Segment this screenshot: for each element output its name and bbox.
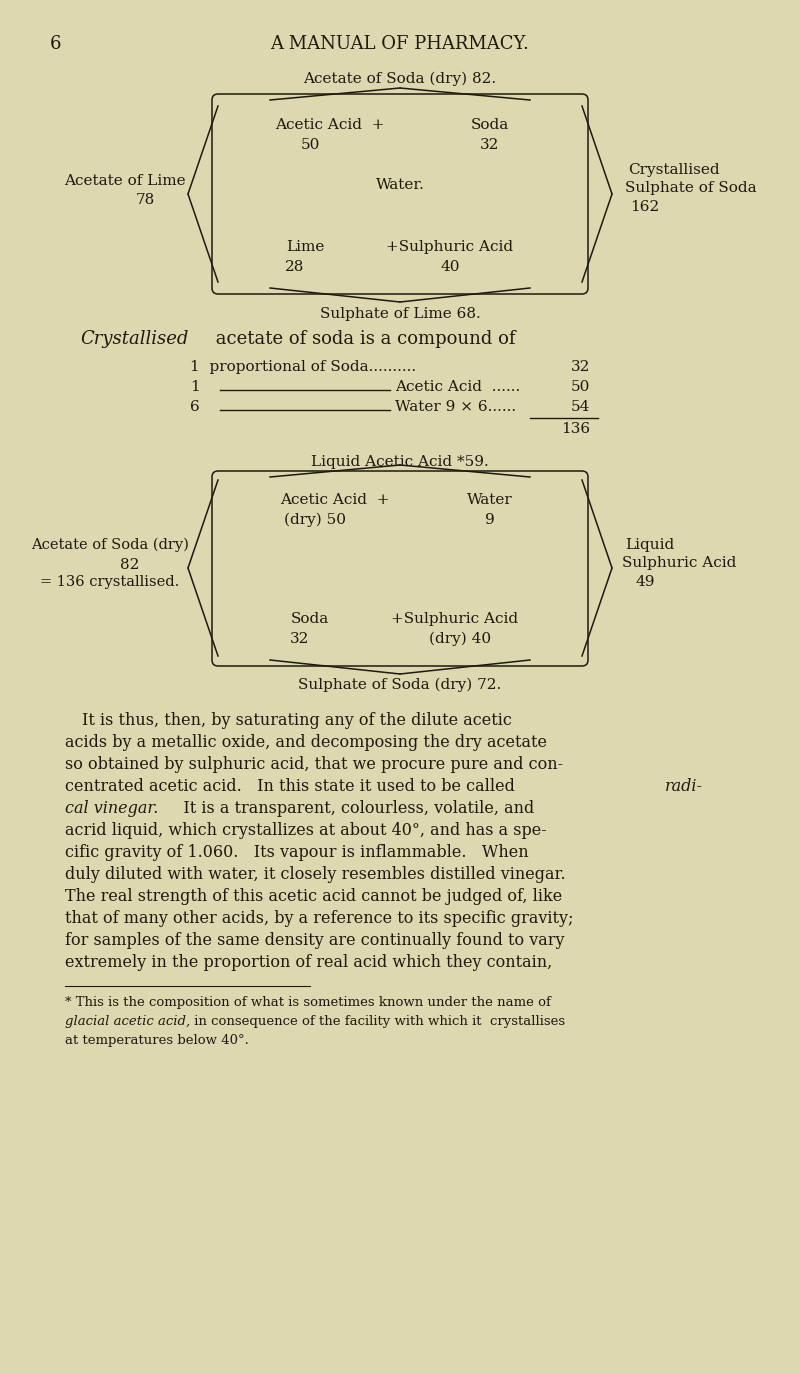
Text: Lime: Lime	[286, 240, 324, 254]
Text: 82: 82	[120, 558, 140, 572]
Text: 136: 136	[561, 422, 590, 436]
Text: glacial acetic acid,: glacial acetic acid,	[65, 1015, 190, 1028]
Text: * This is the composition of what is sometimes known under the name of: * This is the composition of what is som…	[65, 996, 551, 1009]
Text: that of many other acids, by a reference to its specific gravity;: that of many other acids, by a reference…	[65, 910, 574, 927]
Text: Acetic Acid  +: Acetic Acid +	[280, 493, 390, 507]
Text: 6: 6	[190, 400, 200, 414]
Text: Soda: Soda	[471, 118, 509, 132]
Text: +Sulphuric Acid: +Sulphuric Acid	[391, 611, 518, 627]
Text: radi-: radi-	[665, 778, 703, 796]
Text: Acetate of Soda (dry) 82.: Acetate of Soda (dry) 82.	[303, 71, 497, 87]
Text: Water.: Water.	[375, 179, 425, 192]
Text: 32: 32	[480, 137, 500, 153]
Text: 49: 49	[635, 574, 654, 589]
Text: 50: 50	[570, 381, 590, 394]
Text: at temperatures below 40°.: at temperatures below 40°.	[65, 1035, 249, 1047]
Text: Acetate of Lime: Acetate of Lime	[64, 174, 186, 188]
Text: Acetic Acid  ......: Acetic Acid ......	[395, 381, 520, 394]
Text: in consequence of the facility with which it  crystallises: in consequence of the facility with whic…	[190, 1015, 565, 1028]
Text: Water: Water	[467, 493, 513, 507]
Text: acetate of soda is a compound of: acetate of soda is a compound of	[210, 330, 515, 348]
Text: extremely in the proportion of real acid which they contain,: extremely in the proportion of real acid…	[65, 954, 552, 971]
Text: cific gravity of 1.060.   Its vapour is inflammable.   When: cific gravity of 1.060. Its vapour is in…	[65, 844, 529, 861]
Text: acids by a metallic oxide, and decomposing the dry acetate: acids by a metallic oxide, and decomposi…	[65, 734, 547, 752]
Text: Soda: Soda	[291, 611, 329, 627]
Text: Crystallised: Crystallised	[628, 164, 720, 177]
Text: 50: 50	[300, 137, 320, 153]
Text: (dry) 40: (dry) 40	[429, 632, 491, 646]
Text: It is a transparent, colourless, volatile, and: It is a transparent, colourless, volatil…	[168, 800, 534, 818]
Text: 32: 32	[290, 632, 310, 646]
Text: centrated acetic acid.   In this state it used to be called: centrated acetic acid. In this state it …	[65, 778, 520, 796]
Text: Sulphuric Acid: Sulphuric Acid	[622, 556, 736, 570]
Text: Acetic Acid  +: Acetic Acid +	[275, 118, 385, 132]
Text: Liquid Acetic Acid *59.: Liquid Acetic Acid *59.	[311, 455, 489, 469]
Text: Crystallised: Crystallised	[80, 330, 188, 348]
Text: +Sulphuric Acid: +Sulphuric Acid	[386, 240, 514, 254]
Text: Sulphate of Soda (dry) 72.: Sulphate of Soda (dry) 72.	[298, 677, 502, 692]
Text: Water 9 × 6......: Water 9 × 6......	[395, 400, 516, 414]
Text: duly diluted with water, it closely resembles distilled vinegar.: duly diluted with water, it closely rese…	[65, 866, 566, 883]
Text: cal vinegar.: cal vinegar.	[65, 800, 158, 818]
Text: = 136 crystallised.: = 136 crystallised.	[40, 574, 180, 589]
Text: 40: 40	[440, 260, 460, 273]
Text: Liquid: Liquid	[625, 539, 674, 552]
Text: 54: 54	[570, 400, 590, 414]
Text: 28: 28	[286, 260, 305, 273]
Text: (dry) 50: (dry) 50	[284, 513, 346, 528]
Text: for samples of the same density are continually found to vary: for samples of the same density are cont…	[65, 932, 565, 949]
Text: 78: 78	[135, 192, 154, 207]
Text: 162: 162	[630, 201, 660, 214]
Text: 32: 32	[570, 360, 590, 374]
Text: The real strength of this acetic acid cannot be judged of, like: The real strength of this acetic acid ca…	[65, 888, 562, 905]
Text: 9: 9	[485, 513, 495, 528]
Text: so obtained by sulphuric acid, that we procure pure and con-: so obtained by sulphuric acid, that we p…	[65, 756, 563, 774]
Text: Sulphate of Lime 68.: Sulphate of Lime 68.	[320, 306, 480, 322]
Text: A MANUAL OF PHARMACY.: A MANUAL OF PHARMACY.	[270, 34, 530, 54]
Text: It is thus, then, by saturating any of the dilute acetic: It is thus, then, by saturating any of t…	[82, 712, 512, 730]
Text: Sulphate of Soda: Sulphate of Soda	[625, 181, 757, 195]
Text: 1  proportional of Soda..........: 1 proportional of Soda..........	[190, 360, 416, 374]
Text: acrid liquid, which crystallizes at about 40°, and has a spe-: acrid liquid, which crystallizes at abou…	[65, 822, 546, 840]
Text: 1: 1	[190, 381, 200, 394]
Text: Acetate of Soda (dry): Acetate of Soda (dry)	[31, 537, 189, 552]
Text: 6: 6	[50, 34, 62, 54]
